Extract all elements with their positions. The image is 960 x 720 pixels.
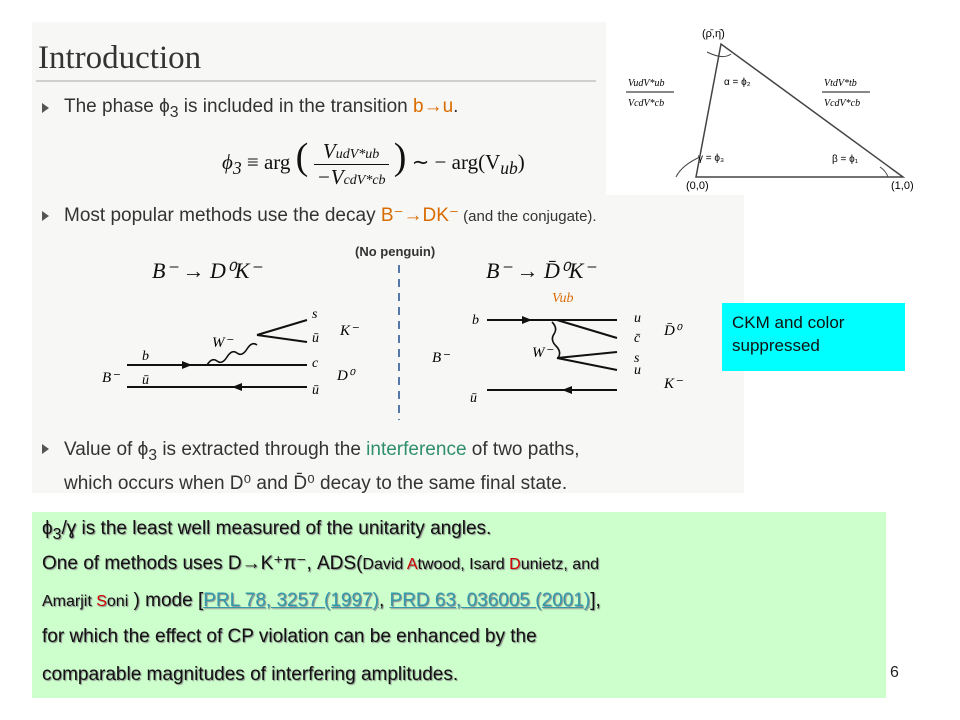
svg-text:α = ϕ₂: α = ϕ₂ <box>724 77 751 88</box>
summary-line-5: comparable magnitudes of interfering amp… <box>42 664 459 685</box>
svg-text:K⁻: K⁻ <box>339 323 359 339</box>
svg-text:u: u <box>634 363 641 378</box>
svg-text:B⁻: B⁻ <box>432 350 450 366</box>
svg-text:VtdV*tb: VtdV*tb <box>824 78 857 89</box>
title-divider <box>36 80 596 82</box>
svg-text:γ = ϕ₃: γ = ϕ₃ <box>698 153 724 164</box>
bullet-arrow-icon <box>42 103 49 113</box>
page-number: 6 <box>890 664 899 681</box>
svg-text:β = ϕ₁: β = ϕ₁ <box>832 154 859 165</box>
svg-text:K⁻: K⁻ <box>663 376 683 392</box>
bullet-arrow-icon <box>42 444 49 454</box>
summary-line-3: Amarjit Soni ) mode [PRL 78, 3257 (1997)… <box>42 590 601 611</box>
svg-text:VcdV*cb: VcdV*cb <box>824 98 860 109</box>
bullet-arrow-icon <box>42 211 49 221</box>
svg-text:W⁻: W⁻ <box>532 345 553 361</box>
bullet-phase: The phase ϕ3 is included in the transiti… <box>64 96 459 121</box>
slide-title: Introduction <box>38 40 202 76</box>
bullet-methods: Most popular methods use the decay B⁻→DK… <box>64 205 597 226</box>
summary-box <box>32 512 886 698</box>
phi3-equation: ϕ3 ≡ arg ( VudV*ub −VcdV*cb ) ∼ − arg(Vub… <box>222 136 525 189</box>
svg-text:VcdV*cb: VcdV*cb <box>628 98 664 109</box>
vub-label: Vub <box>552 291 574 306</box>
unitarity-triangle: (ρ̄,η̄) α = ϕ₂ β = ϕ₁ γ = ϕ₃ (0,0) (1,0)… <box>626 28 914 192</box>
svg-text:B⁻: B⁻ <box>102 370 120 386</box>
w-boson-label: W⁻ <box>212 335 233 351</box>
summary-line-1: ϕ3/ɣ is the least well measured of the u… <box>42 518 492 543</box>
svg-text:(1,0): (1,0) <box>891 180 914 192</box>
prl-link[interactable]: PRL 78, 3257 (1997) <box>203 590 379 611</box>
svg-text:s: s <box>634 351 640 366</box>
right-feynman-diagram: Vub b u c̄ D̄⁰ W⁻ s B⁻ ū u K⁻ <box>432 291 683 406</box>
unitarity-triangle-panel: (ρ̄,η̄) α = ϕ₂ β = ϕ₁ γ = ϕ₃ (0,0) (1,0)… <box>606 22 932 195</box>
svg-text:b: b <box>142 349 149 364</box>
summary-line-4: for which the effect of CP violation can… <box>42 626 537 647</box>
no-penguin-label: (No penguin) <box>355 244 436 259</box>
svg-text:D⁰: D⁰ <box>336 368 356 384</box>
svg-text:(0,0): (0,0) <box>686 180 709 192</box>
svg-text:ū: ū <box>312 383 319 398</box>
svg-text:ū: ū <box>470 391 477 406</box>
ckm-note-box: CKM and color suppressed <box>722 303 905 371</box>
svg-text:b: b <box>472 313 479 328</box>
left-feynman-diagram: W⁻ s ū K⁻ b c B⁻ ū D⁰ ū <box>102 307 359 398</box>
feynman-diagrams: W⁻ s ū K⁻ b c B⁻ ū D⁰ ū Vub b u c̄ D̄⁰ W… <box>102 265 683 420</box>
svg-text:s: s <box>312 307 318 322</box>
svg-text:c̄: c̄ <box>634 331 641 346</box>
decay-right-label: B⁻ → D̄⁰K⁻ <box>486 258 596 283</box>
summary-line-2: One of methods uses D→K⁺π⁻, ADS(David At… <box>42 553 599 574</box>
prd-link[interactable]: PRD 63, 036005 (2001) <box>389 590 591 611</box>
decay-left-label: B⁻ → D⁰K⁻ <box>152 258 262 283</box>
svg-text:D̄⁰: D̄⁰ <box>663 323 683 339</box>
svg-text:u: u <box>634 311 641 326</box>
svg-text:ū: ū <box>142 373 149 388</box>
bullet-interference: Value of ϕ3 is extracted through the int… <box>64 439 580 494</box>
svg-text:ū: ū <box>312 331 319 346</box>
svg-text:VudV*ub: VudV*ub <box>628 78 664 89</box>
svg-text:(ρ̄,η̄): (ρ̄,η̄) <box>702 28 725 40</box>
svg-text:c: c <box>312 356 319 371</box>
